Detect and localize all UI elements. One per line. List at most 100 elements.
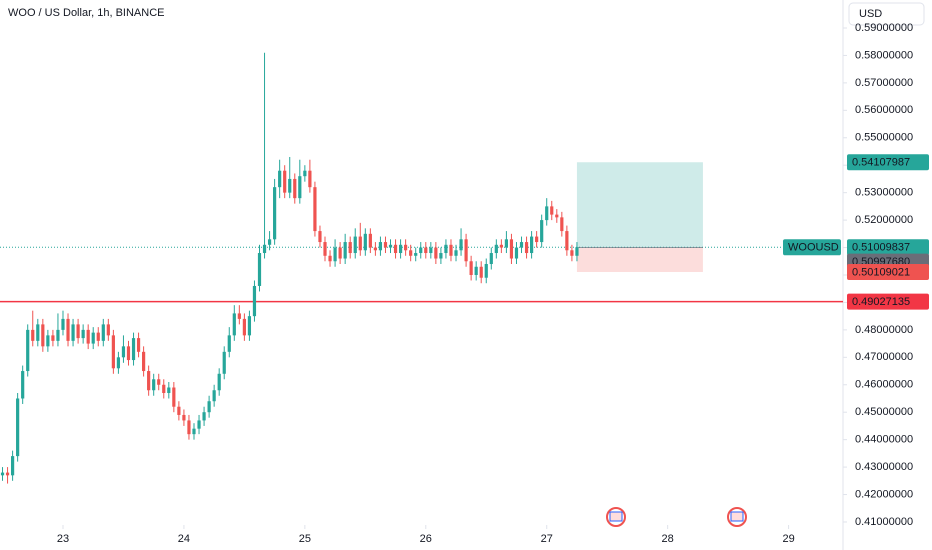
candle-body (499, 244, 503, 248)
candle-body (570, 250, 574, 256)
candle-body (172, 387, 176, 407)
candle-body (363, 233, 367, 251)
y-tick-label: 0.57000000 (855, 77, 913, 89)
candle-body (333, 247, 337, 262)
candle-body (66, 318, 70, 341)
candle-body (278, 170, 282, 188)
y-tick-label: 0.58000000 (855, 49, 913, 61)
candle-body (474, 266, 478, 275)
candle-body (358, 236, 362, 251)
candle-body (131, 338, 136, 361)
y-tick-label: 0.59000000 (855, 22, 913, 34)
price-tag (847, 154, 929, 171)
candle-body (202, 412, 206, 421)
y-tick-label: 0.47000000 (855, 351, 913, 363)
price-tag-label: 0.54107987 (852, 157, 910, 169)
candle-body (237, 313, 241, 319)
target-zone (576, 162, 703, 248)
candle-body (152, 379, 156, 391)
candle-body (429, 247, 433, 254)
candle-body (464, 239, 468, 262)
candle-body (343, 242, 347, 259)
event-icon[interactable] (727, 507, 747, 527)
candle-body (16, 398, 20, 457)
candle-body (393, 244, 398, 254)
candle-body (504, 239, 509, 248)
candle-body (545, 206, 549, 221)
candle-body (252, 285, 257, 317)
candle-body (51, 335, 55, 341)
currency-button[interactable] (848, 2, 925, 26)
x-tick-label: 29 (782, 533, 794, 545)
candle-body (368, 233, 372, 248)
price-tag-label: 0.50109021 (852, 266, 910, 278)
candle-body (157, 379, 161, 385)
currency-label[interactable]: USD (859, 8, 882, 20)
symbol-tag-label: WOOUSD (788, 242, 839, 254)
candle-body (81, 329, 85, 339)
candle-body (31, 329, 35, 341)
price-tag (847, 239, 929, 256)
event-icon[interactable] (606, 507, 626, 527)
candle-body (182, 414, 186, 421)
candle-body (91, 332, 95, 344)
x-tick-label: 25 (299, 533, 311, 545)
x-tick-label: 27 (541, 533, 553, 545)
candle-body (207, 401, 211, 413)
candle-body (222, 351, 226, 374)
candle-body (21, 371, 25, 399)
candle-body (555, 214, 559, 218)
price-tag (847, 293, 929, 310)
candle-body (288, 178, 292, 193)
y-tick-label: 0.56000000 (855, 104, 913, 116)
candle-body (323, 242, 327, 256)
y-tick-label: 0.48000000 (855, 324, 913, 336)
stop-zone (576, 247, 703, 272)
candle-body (212, 390, 216, 402)
candle-body (444, 244, 448, 254)
candle-body (136, 338, 141, 352)
candle-body (162, 384, 166, 393)
candle-body (409, 250, 413, 256)
candle-body (540, 220, 544, 243)
candle-body (434, 247, 438, 259)
candle-body (177, 406, 181, 415)
candle-body (479, 266, 483, 278)
candle-body (262, 244, 267, 254)
y-tick-label: 0.45000000 (855, 406, 913, 418)
symbol-tag (783, 239, 841, 256)
candle-body (247, 316, 252, 336)
candle-body (217, 373, 221, 391)
candle-body (353, 236, 357, 254)
x-tick-label: 28 (662, 533, 674, 545)
candle-body (111, 335, 115, 369)
y-tick-label: 0.52000000 (855, 214, 913, 226)
candle-body (121, 346, 126, 358)
candle-body (96, 332, 100, 341)
candle-body (535, 236, 539, 243)
candle-body (383, 242, 388, 248)
candle-body (575, 247, 579, 256)
candle-body (273, 187, 277, 240)
candle-body (101, 324, 105, 341)
candle-body (378, 242, 383, 251)
candle-body (424, 247, 428, 254)
candle-body (147, 371, 151, 391)
candle-body (308, 170, 312, 188)
candle-body (529, 236, 534, 254)
candle-body (293, 178, 297, 199)
candle-body (126, 346, 131, 361)
candle-body (26, 329, 30, 372)
candle-body (560, 217, 564, 232)
candle-body (398, 244, 403, 254)
candle-body (267, 239, 272, 245)
candle-body (489, 253, 493, 265)
candle-body (419, 247, 423, 254)
y-tick-label: 0.42000000 (855, 488, 913, 500)
candle-body (509, 239, 514, 259)
candle-body (46, 335, 50, 347)
x-tick-label: 23 (57, 533, 69, 545)
candle-body (373, 247, 377, 251)
candle-body (439, 253, 443, 259)
